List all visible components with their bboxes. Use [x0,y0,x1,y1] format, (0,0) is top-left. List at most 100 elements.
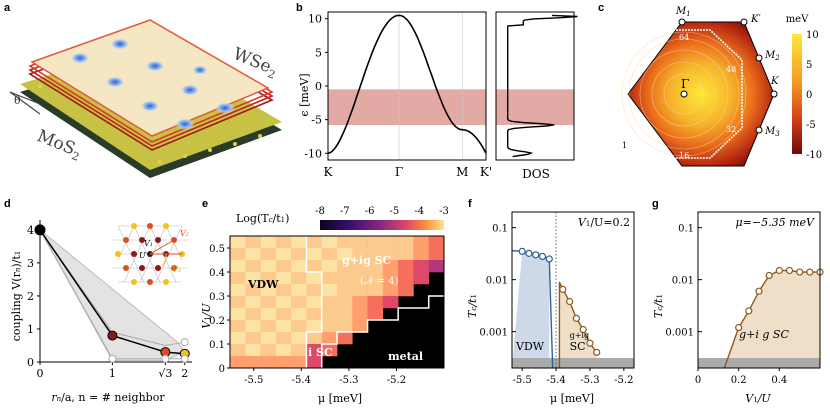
m1-point [678,18,686,26]
band-y-tick-label: -10 [304,147,322,160]
heatmap-cell [367,248,384,261]
svg-text:80: 80 [632,59,642,68]
band-y-tick-label: 0 [315,80,322,93]
heatmap-cell [260,332,277,345]
tc-xlabel-g: V1/U [745,392,771,405]
panel-e-phase-diagram: Log(Tc/t1) -8 -7 -6 -5 -4 -3 VDW g+ig SC (𝒩 = 4… [200,206,449,405]
heatmap-colorbar-tick: -5 [390,206,400,217]
svg-text:48: 48 [726,65,736,74]
dos-frame [495,11,575,161]
dos-label: DOS [522,167,550,181]
heatmap-cell [275,320,292,333]
moire-pattern [70,38,235,130]
heatmap-cell [230,296,246,309]
band-y-tick-label: 5 [315,46,322,59]
heatmap-xlabel: μ [meV] [318,392,362,405]
heatmap-cell [245,332,261,345]
heatmap-cell [367,272,384,285]
vdw-point [518,247,526,255]
heatmap-cell [291,332,307,345]
v2-label: V2 [180,229,189,238]
heatmap-y-tick-label: 0.2 [209,316,225,327]
heatmap-cell [428,236,445,249]
heatmap-cell [245,248,261,261]
heatmap-x-tick-label: -5.2 [387,375,406,386]
heatmap-cell [291,284,307,297]
heatmap-colorbar-tick: -4 [414,206,424,217]
heatmap-y-tick-label: 0.4 [209,268,225,279]
kpath-tick-label: K [324,165,334,179]
m3-label: M3 [764,126,780,138]
heatmap-cell [245,272,261,285]
tc-v1-point [775,266,783,275]
heatmap-y-tick-label: 0 [219,364,225,375]
heatmap-cell [230,344,246,357]
kpath-tick-label: Γ [395,165,403,179]
panel-label-f: f [468,198,472,210]
heatmap-cell [230,308,246,321]
heatmap-cell [306,356,323,369]
kprime-label: K′ [750,14,761,25]
heatmap-cell [321,308,338,321]
heatmap-cell [367,284,384,297]
heatmap-cell [321,236,338,249]
heatmap-cell [230,236,246,249]
svg-text:16: 16 [679,151,689,160]
heatmap-cell [367,296,384,309]
vdw-point [545,255,553,263]
heatmap-cell [245,296,261,309]
tc-v1-frame [697,211,821,369]
phase-boundary-metal [320,295,444,368]
tc-mu-annotation: V1/U=0.2 [578,216,630,229]
k-point [770,90,778,98]
colorbar-ticks: 10 5 0 -5 -10 [806,30,822,161]
heatmap-y-tick-label: 0.3 [209,292,225,303]
heatmap-cell [398,284,414,297]
sc-point [572,314,580,322]
heatmap-cell [260,236,277,249]
dos-curve [507,14,578,158]
band-y-tick-label: -5 [311,114,322,127]
coupling-alt-curve [39,229,185,360]
tc-v1-annotation: μ=−5.35 meV [736,216,816,229]
sc-point [566,297,574,306]
svg-text:-5: -5 [806,120,816,131]
tc-mu-plot: 0.1 0.01 0.001 -5.5 -5.4 -5.3 -5.2 V1/U=0.2 VDW S… [479,211,635,386]
heatmap-cell [352,296,368,309]
panel-g-tc-vs-v1: 0.1 0.01 0.001 0 0.2 0.4 μ=−5.35 meV g+i g SC T… [652,211,824,405]
heatmap-colorbar-tick: -7 [340,206,350,217]
tc-v1-point [755,287,763,295]
m2-label: M2 [764,50,780,62]
heatmap-cell [413,248,430,261]
vdw-point [538,252,547,261]
heatmap-cell [321,296,338,309]
coupling-y-tick-label: 3 [27,257,34,270]
heatmap-cell [337,248,353,261]
region-vdw-f: VDW [515,340,545,353]
tc-v1-plot: 0.1 0.01 0.001 0 0.2 0.4 μ=−5.35 meV g+i g SC [665,211,824,386]
tc-v1-point [765,271,773,280]
heatmap-x-tick-label: -5.4 [292,375,311,386]
svg-text:64: 64 [679,33,689,42]
theta-label: θ [14,94,21,107]
region-sc-f: SC [570,340,586,353]
heatmap-cell [275,260,292,273]
vdw-point [532,251,540,259]
svg-text:5: 5 [806,60,812,71]
heatmap-colorbar-tick: -8 [315,206,325,217]
mos2-label: MoS2 [33,126,84,164]
heatmap-cell [230,332,246,345]
panel-label-e: e [202,198,209,210]
heatmap-cell [398,272,414,285]
panel-label-a: a [4,2,11,14]
heatmap-cell [337,308,353,321]
heatmap-cell [275,308,292,321]
coupling-point [107,330,118,341]
coupling-xlabel: rn/a, n = # neighbor [51,391,165,404]
tc-v1-point [735,323,743,332]
heatmap-cell [306,344,323,357]
coupling-alt-point [161,354,170,363]
heatmap-cell [260,272,277,285]
lattice-inset: V1 V2 V3 U [112,223,189,285]
heatmap-cell [306,308,323,321]
